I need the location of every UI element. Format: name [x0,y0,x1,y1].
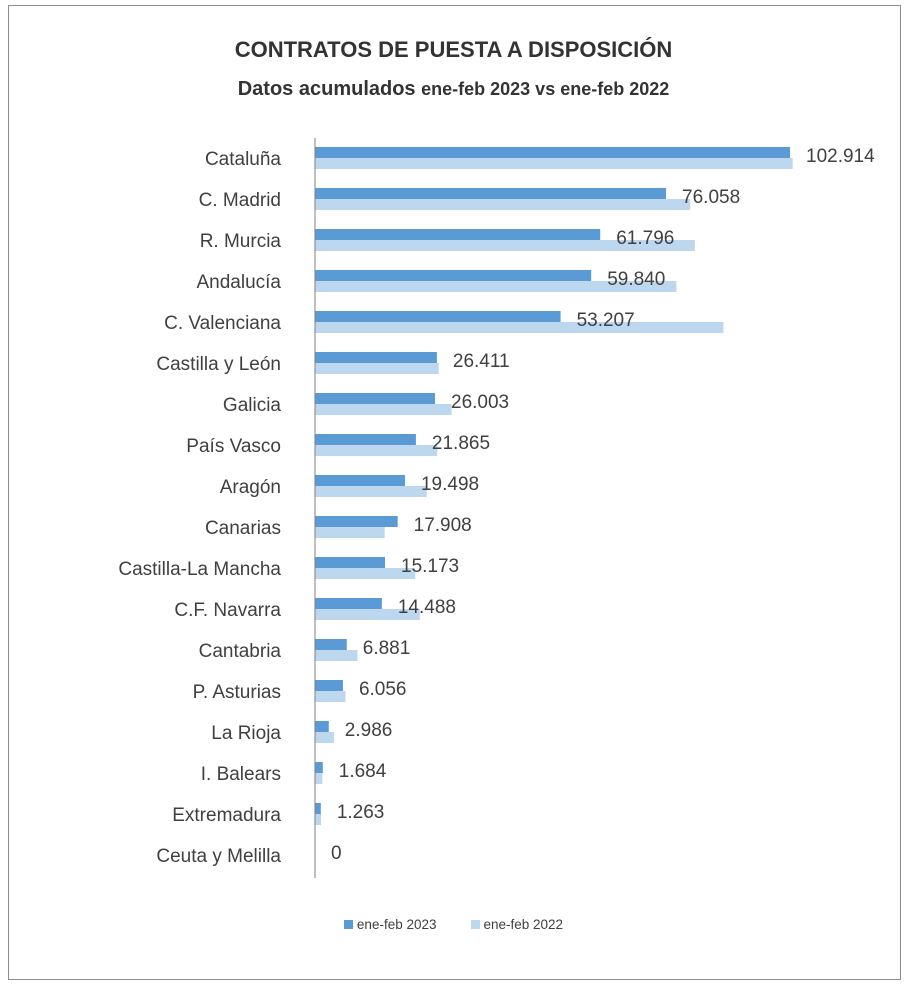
bar-2023 [315,639,347,650]
data-label: 6.056 [359,679,407,700]
bar-2023 [315,147,790,158]
legend-label-2022: ene-feb 2022 [483,917,564,932]
data-label: 17.908 [414,515,472,536]
category-label: Cataluña [205,149,281,170]
category-label: C. Valenciana [164,313,281,334]
category-label: P. Asturias [193,682,281,703]
data-label: 26.003 [451,392,509,413]
category-label: Cantabria [199,641,282,662]
bar-2023 [315,803,321,814]
data-label: 102.914 [806,146,875,167]
bar-2022 [315,240,695,251]
bar-2023 [315,270,592,281]
legend-swatch-2022 [470,920,480,929]
data-label: 21.865 [432,433,490,454]
bar-2023 [315,721,329,732]
legend-label-2023: ene-feb 2023 [356,917,437,932]
bar-2023 [315,393,436,404]
bar-2023 [315,352,437,363]
bar-2022 [315,814,322,825]
data-label: 76.058 [682,187,740,208]
category-label: Castilla-La Mancha [118,559,281,580]
data-label: 59.840 [607,269,665,290]
legend-swatch-2023 [343,920,353,929]
data-label: 2.986 [345,720,393,741]
bar-2022 [315,527,385,538]
chart-subtitle-suffix: ene-feb 2023 vs ene-feb 2022 [421,79,670,99]
bar-2022 [315,568,416,579]
category-label: Andalucía [196,272,281,293]
bar-2023 [315,311,561,322]
category-label: La Rioja [211,723,281,744]
bar-2023 [315,557,386,568]
data-label: 53.207 [577,310,635,331]
legend-item-2022: ene-feb 2022 [470,917,564,932]
bar-2023 [315,516,398,527]
chart-title: CONTRATOS DE PUESTA A DISPOSICIÓN [234,37,673,62]
bar-2022 [315,445,438,456]
category-label: Aragón [220,477,281,498]
bar-2023 [315,762,323,773]
bar-2023 [315,680,343,691]
category-label: Galicia [223,395,282,416]
bar-2023 [315,598,382,609]
data-label: 1.684 [339,761,387,782]
category-label: Castilla y León [156,354,281,375]
data-label: 15.173 [401,556,459,577]
bar-2022 [315,363,439,374]
chart-subtitle-prefix: Datos acumulados [237,78,416,100]
bar-2022 [315,609,420,620]
data-label: 61.796 [616,228,674,249]
bar-2022 [315,322,724,333]
data-label: 19.498 [421,474,479,495]
bar-2022 [315,158,793,169]
legend: ene-feb 2023 ene-feb 2022 [0,917,907,932]
data-label: 1.263 [337,802,385,823]
bar-2022 [315,199,691,210]
category-label: Extremadura [172,805,281,826]
bar-2022 [315,650,358,661]
data-label: 0 [331,843,342,864]
bar-2023 [315,229,601,240]
data-label: 6.881 [363,638,411,659]
bar-2022 [315,773,323,784]
legend-item-2023: ene-feb 2023 [343,917,437,932]
category-label: Ceuta y Melilla [156,846,281,867]
bar-2022 [315,732,334,743]
category-label: I. Balears [201,764,281,785]
bar-2023 [315,434,416,445]
category-label: País Vasco [186,436,281,457]
bar-2022 [315,486,427,497]
chart-subtitle: Datos acumulados ene-feb 2023 vs ene-feb… [0,78,907,101]
category-label: C.F. Navarra [174,600,281,621]
bar-2022 [315,691,346,702]
data-label: 26.411 [453,351,510,372]
bar-2023 [315,475,405,486]
category-label: C. Madrid [199,190,281,211]
category-label: R. Murcia [200,231,282,252]
data-label: 14.488 [398,597,456,618]
bar-2023 [315,188,667,199]
category-label: Canarias [205,518,281,539]
bar-2022 [315,404,452,415]
bar-2022 [315,281,677,292]
